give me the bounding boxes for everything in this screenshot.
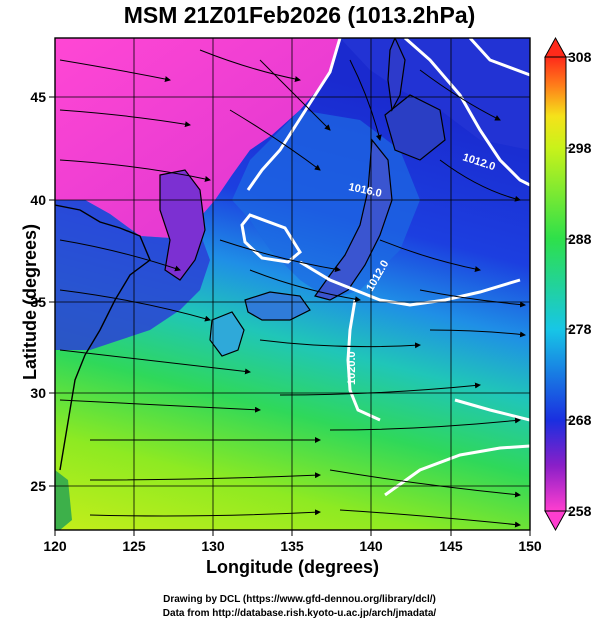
colorbar-tick-label: 308 [568, 49, 592, 65]
colorbar-tick-label: 258 [568, 503, 592, 519]
x-tick-label: 120 [43, 538, 67, 554]
credit-line-data: Data from http://database.rish.kyoto-u.a… [162, 608, 437, 619]
x-axis-title: Longitude (degrees) [205, 557, 379, 577]
x-tick-label: 130 [201, 538, 225, 554]
y-tick-label: 45 [30, 89, 46, 105]
x-tick-label: 140 [359, 538, 383, 554]
colorbar-tick-label: 288 [568, 231, 592, 247]
x-tick-label: 150 [518, 538, 542, 554]
y-axis [49, 96, 55, 487]
wind-streamlines [59, 49, 526, 528]
y-tick-label: 25 [30, 478, 46, 494]
x-tick-label: 145 [439, 538, 463, 554]
x-tick-label: 125 [122, 538, 146, 554]
y-tick-label: 30 [30, 385, 46, 401]
contour-label: 1020.0 [346, 351, 358, 385]
colorbar: 308 298 288 278 268 258 [544, 36, 592, 532]
y-axis-title: Latitude (degrees) [20, 223, 40, 380]
chart-title: MSM 21Z01Feb2026 (1013.2hPa) [123, 2, 476, 28]
y-tick-labels: 25 30 35 40 45 [30, 89, 46, 494]
colorbar-tick-label: 298 [568, 140, 592, 156]
colorbar-tick-label: 278 [568, 321, 592, 337]
grid [55, 38, 530, 530]
y-tick-label: 40 [30, 192, 46, 208]
colorbar-tick-label: 268 [568, 412, 592, 428]
x-tick-label: 135 [280, 538, 304, 554]
y-tick-label: 35 [30, 294, 46, 310]
x-axis [54, 530, 531, 536]
isobars [240, 38, 530, 497]
temperature-field [55, 38, 530, 530]
x-tick-labels: 120 125 130 135 140 145 150 [43, 538, 542, 554]
credit-line-dcl: Drawing by DCL (https://www.gfd-dennou.o… [163, 594, 436, 605]
